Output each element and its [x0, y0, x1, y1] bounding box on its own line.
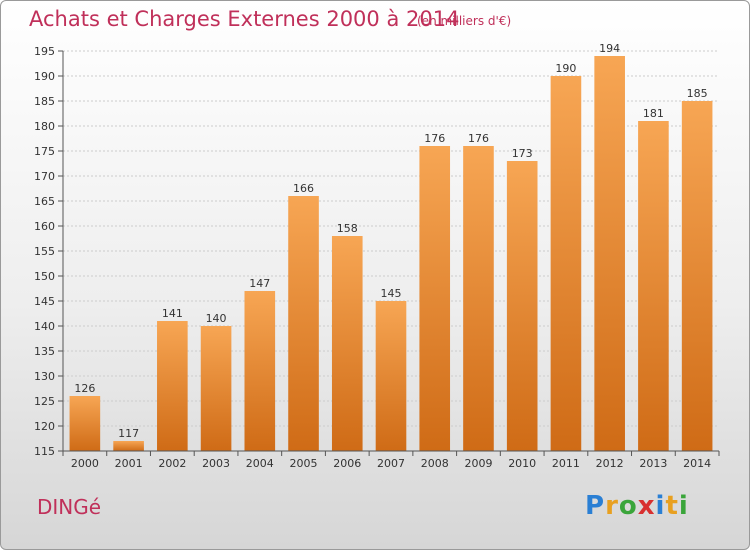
- bar-2007: [375, 301, 407, 451]
- data-label-2004: 147: [249, 277, 270, 290]
- y-tick-label: 145: [34, 295, 55, 308]
- data-label-2012: 194: [599, 42, 620, 55]
- x-tick-label-2011: 2011: [552, 457, 580, 470]
- x-tick-label-2013: 2013: [639, 457, 667, 470]
- logo-letter: r: [605, 491, 619, 521]
- y-tick-label: 125: [34, 395, 55, 408]
- bar-2006: [331, 236, 363, 451]
- data-label-2007: 145: [381, 287, 402, 300]
- bar-2003: [200, 326, 232, 451]
- x-tick-label-2008: 2008: [421, 457, 449, 470]
- x-tick-label-2002: 2002: [158, 457, 186, 470]
- data-label-2001: 117: [118, 427, 139, 440]
- town-name: DINGé: [37, 495, 102, 519]
- data-label-2000: 126: [74, 382, 95, 395]
- data-label-2003: 140: [206, 312, 227, 325]
- data-label-2006: 158: [337, 222, 358, 235]
- bars: 126 117 141 140 147 166 158 145 176 176 173 190 194 1…: [69, 42, 713, 451]
- logo-letter: t: [665, 491, 679, 521]
- bar-2004: [244, 291, 276, 451]
- x-tick-label-2001: 2001: [115, 457, 143, 470]
- y-tick-label: 155: [34, 245, 55, 258]
- data-label-2008: 176: [424, 132, 445, 145]
- bar-2014: [681, 101, 713, 451]
- y-tick-label: 150: [34, 270, 55, 283]
- y-tick-label: 175: [34, 145, 55, 158]
- data-label-2009: 176: [468, 132, 489, 145]
- x-tick-label-2003: 2003: [202, 457, 230, 470]
- logo-letter: P: [585, 491, 606, 521]
- y-tick-label: 130: [34, 370, 55, 383]
- bar-2000: [69, 396, 101, 451]
- data-label-2014: 185: [687, 87, 708, 100]
- bar-2005: [288, 196, 319, 451]
- y-tick-label: 195: [34, 45, 55, 58]
- data-label-2005: 166: [293, 182, 314, 195]
- y-tick-label: 115: [34, 445, 55, 458]
- bar-2010: [506, 161, 538, 451]
- logo-letter: x: [637, 491, 656, 521]
- chart-title: Achats et Charges Externes 2000 à 2014: [29, 7, 460, 31]
- y-tick-label: 135: [34, 345, 55, 358]
- proxiti-logo: Proxiti: [585, 491, 689, 521]
- x-tick-label-2014: 2014: [683, 457, 711, 470]
- x-tick-label-2006: 2006: [333, 457, 361, 470]
- logo-letter: i: [655, 491, 666, 521]
- x-tick-label-2005: 2005: [290, 457, 318, 470]
- bar-2009: [463, 146, 494, 451]
- bar-2001: [113, 441, 144, 451]
- x-tick-label-2007: 2007: [377, 457, 405, 470]
- y-tick-label: 160: [34, 220, 55, 233]
- bar-2008: [419, 146, 451, 451]
- data-label-2002: 141: [162, 307, 183, 320]
- x-tick-label-2009: 2009: [464, 457, 492, 470]
- y-tick-label: 180: [34, 120, 55, 133]
- y-tick-label: 165: [34, 195, 55, 208]
- data-label-2010: 173: [512, 147, 533, 160]
- y-tick-label: 140: [34, 320, 55, 333]
- bar-2012: [594, 56, 625, 451]
- x-tick-label-2012: 2012: [596, 457, 624, 470]
- bar-2013: [638, 121, 669, 451]
- y-tick-label: 190: [34, 70, 55, 83]
- chart-subtitle: (en milliers d'€): [417, 14, 512, 28]
- x-tick-label-2004: 2004: [246, 457, 274, 470]
- data-label-2013: 181: [643, 107, 664, 120]
- bar-2011: [550, 76, 582, 451]
- y-tick-label: 185: [34, 95, 55, 108]
- axes: 115 120 125 130 135 140 145 150 155 160 165 170 175 1…: [34, 45, 720, 470]
- logo-letter: i: [678, 491, 689, 521]
- y-tick-label: 170: [34, 170, 55, 183]
- y-tick-label: 120: [34, 420, 55, 433]
- x-tick-label-2010: 2010: [508, 457, 536, 470]
- bar-2002: [157, 321, 188, 451]
- logo-letter: o: [618, 491, 638, 521]
- x-tick-label-2000: 2000: [71, 457, 99, 470]
- data-label-2011: 190: [555, 62, 576, 75]
